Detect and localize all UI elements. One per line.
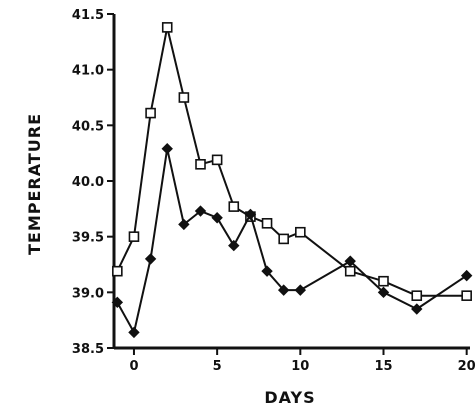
data-point-diamond bbox=[228, 239, 240, 252]
data-point-square bbox=[178, 92, 190, 103]
y-tick-label: 38.5 bbox=[72, 342, 104, 357]
y-axis-title: TEMPERATURE bbox=[25, 113, 44, 255]
data-point-diamond bbox=[277, 284, 290, 296]
data-point-diamond bbox=[128, 326, 140, 339]
data-point-square bbox=[228, 201, 240, 212]
data-point-diamond bbox=[294, 284, 307, 296]
series-2 bbox=[111, 143, 473, 339]
x-tick-label: 5 bbox=[213, 359, 222, 374]
data-point-diamond bbox=[377, 286, 390, 299]
data-point-square bbox=[378, 275, 389, 287]
data-point-square bbox=[112, 265, 123, 277]
x-tick-label: 15 bbox=[374, 359, 392, 374]
x-tick-label: 10 bbox=[291, 359, 309, 374]
data-point-square bbox=[344, 265, 356, 277]
data-point-square bbox=[161, 22, 173, 33]
data-point-diamond bbox=[460, 269, 473, 282]
x-tick-label: 20 bbox=[458, 359, 476, 374]
data-point-square bbox=[128, 231, 140, 242]
x-axis-ticks: 0 5 10 15 20 bbox=[129, 348, 476, 374]
data-point-square bbox=[411, 290, 423, 301]
data-point-square bbox=[261, 218, 273, 229]
y-axis-ticks: 38.5 39.0 39.5 40.0 40.5 41.0 41.5 bbox=[72, 8, 114, 357]
x-axis-title: DAYS bbox=[264, 388, 315, 407]
series-1 bbox=[112, 22, 472, 301]
series-layer bbox=[111, 22, 473, 339]
data-point-square bbox=[195, 159, 206, 170]
data-point-diamond bbox=[178, 218, 190, 231]
y-tick-label: 39.0 bbox=[72, 286, 104, 301]
data-point-diamond bbox=[111, 296, 124, 309]
y-tick-label: 41.5 bbox=[72, 8, 104, 23]
data-point-diamond bbox=[161, 143, 173, 155]
series-line bbox=[116, 147, 468, 334]
data-point-square bbox=[211, 154, 223, 166]
data-point-square bbox=[295, 226, 306, 238]
data-point-square bbox=[278, 233, 289, 245]
data-point-diamond bbox=[211, 212, 223, 224]
x-tick-label: 0 bbox=[129, 359, 138, 374]
y-tick-label: 41.0 bbox=[72, 64, 104, 79]
y-tick-label: 39.5 bbox=[72, 231, 104, 246]
y-tick-label: 40.5 bbox=[72, 119, 104, 134]
y-tick-label: 40.0 bbox=[72, 175, 104, 190]
data-point-diamond bbox=[411, 303, 423, 315]
data-point-diamond bbox=[244, 208, 257, 221]
data-point-square bbox=[145, 107, 156, 119]
data-point-diamond bbox=[344, 255, 356, 267]
data-point-diamond bbox=[144, 253, 157, 265]
data-point-square bbox=[461, 290, 472, 301]
data-point-diamond bbox=[194, 205, 207, 217]
data-point-diamond bbox=[261, 265, 273, 277]
